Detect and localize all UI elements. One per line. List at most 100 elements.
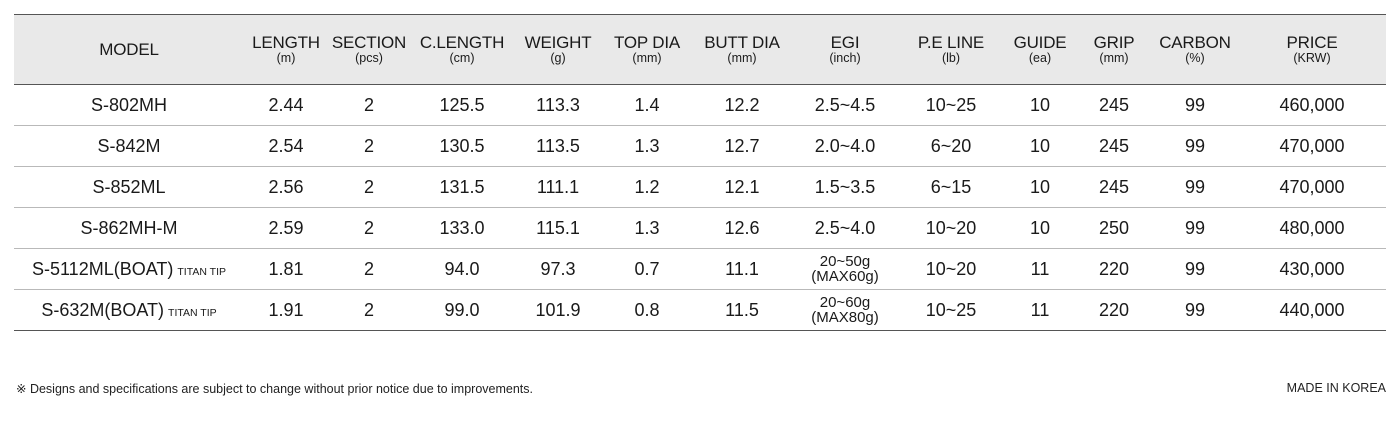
cell-buttdia: 11.5 [692, 289, 792, 331]
cell-grip: 220 [1076, 248, 1152, 290]
column-header-grip: GRIP (mm) [1076, 14, 1152, 85]
cell-clength: 94.0 [410, 248, 514, 290]
column-unit: (cm) [449, 51, 475, 66]
column-unit: (inch) [829, 51, 861, 66]
cell-weight: 115.1 [514, 207, 602, 249]
table-row: S-862MH-M 2.59 2 133.0 115.1 1.3 12.6 2.5~4.0 10… [14, 207, 1386, 249]
egi-value: 20~50g [819, 253, 871, 270]
column-label: P.E LINE [917, 33, 985, 53]
column-label: WEIGHT [524, 33, 592, 53]
model-name: S-802MH [90, 95, 168, 115]
column-label: C.LENGTH [419, 33, 505, 53]
column-header-egi: EGI (inch) [792, 14, 898, 85]
cell-grip: 245 [1076, 84, 1152, 126]
cell-carbon: 99 [1152, 207, 1238, 249]
cell-egi: 1.5~3.5 [792, 166, 898, 208]
cell-guide: 10 [1004, 84, 1076, 126]
column-header-length: LENGTH (m) [244, 14, 328, 85]
cell-section: 2 [328, 166, 410, 208]
cell-section: 2 [328, 248, 410, 290]
cell-length: 2.54 [244, 125, 328, 167]
model-name: S-842M [97, 136, 161, 156]
cell-model: S-802MH [14, 84, 244, 126]
column-header-clength: C.LENGTH (cm) [410, 14, 514, 85]
cell-length: 2.56 [244, 166, 328, 208]
table-row: S-802MH 2.44 2 125.5 113.3 1.4 12.2 2.5~4.5 10~2… [14, 84, 1386, 126]
column-unit: (mm) [632, 51, 662, 66]
cell-guide: 10 [1004, 125, 1076, 167]
cell-topdia: 0.7 [602, 248, 692, 290]
cell-grip: 245 [1076, 166, 1152, 208]
cell-carbon: 99 [1152, 289, 1238, 331]
table-row: S-852ML 2.56 2 131.5 111.1 1.2 12.1 1.5~3.5 6~15… [14, 166, 1386, 208]
column-label: SECTION [331, 33, 407, 53]
table-body: S-802MH 2.44 2 125.5 113.3 1.4 12.2 2.5~4.5 10~2… [14, 84, 1386, 331]
column-unit: (%) [1185, 51, 1205, 66]
cell-length: 1.81 [244, 248, 328, 290]
cell-buttdia: 12.2 [692, 84, 792, 126]
column-unit: (KRW) [1293, 51, 1331, 66]
cell-guide: 10 [1004, 207, 1076, 249]
cell-peline: 10~20 [898, 248, 1004, 290]
cell-price: 470,000 [1238, 166, 1386, 208]
model-name: S-632M(BOAT) [41, 300, 165, 320]
cell-weight: 113.5 [514, 125, 602, 167]
cell-model: S-862MH-M [14, 207, 244, 249]
cell-grip: 220 [1076, 289, 1152, 331]
cell-weight: 101.9 [514, 289, 602, 331]
model-tag: TITAN TIP [168, 307, 217, 319]
model-tag: TITAN TIP [177, 266, 226, 278]
cell-egi: 2.5~4.0 [792, 207, 898, 249]
cell-weight: 113.3 [514, 84, 602, 126]
column-label: GUIDE [1013, 33, 1067, 53]
column-unit: (g) [550, 51, 566, 66]
column-label: BUTT DIA [704, 33, 780, 53]
cell-model: S-632M(BOAT) TITAN TIP [14, 289, 244, 331]
cell-topdia: 1.4 [602, 84, 692, 126]
column-unit: (lb) [941, 51, 961, 66]
spec-table: MODEL LENGTH (m) SECTION (pcs) C.LENGTH (cm) WE… [14, 14, 1386, 331]
cell-price: 470,000 [1238, 125, 1386, 167]
column-label: TOP DIA [614, 33, 680, 53]
cell-section: 2 [328, 84, 410, 126]
table-row: S-5112ML(BOAT) TITAN TIP 1.81 2 94.0 97.3 0.7 1… [14, 248, 1386, 290]
cell-clength: 133.0 [410, 207, 514, 249]
cell-price: 480,000 [1238, 207, 1386, 249]
cell-egi: 2.0~4.0 [792, 125, 898, 167]
cell-price: 460,000 [1238, 84, 1386, 126]
column-unit: (ea) [1028, 51, 1052, 66]
column-header-model: MODEL [14, 14, 244, 85]
cell-length: 2.44 [244, 84, 328, 126]
table-row: S-632M(BOAT) TITAN TIP 1.91 2 99.0 101.9 0.8 11… [14, 289, 1386, 331]
cell-section: 2 [328, 207, 410, 249]
cell-guide: 10 [1004, 166, 1076, 208]
cell-section: 2 [328, 125, 410, 167]
cell-carbon: 99 [1152, 84, 1238, 126]
cell-grip: 250 [1076, 207, 1152, 249]
cell-clength: 125.5 [410, 84, 514, 126]
column-label: EGI [830, 33, 860, 53]
table-header: MODEL LENGTH (m) SECTION (pcs) C.LENGTH (cm) WE… [14, 14, 1386, 85]
column-header-buttdia: BUTT DIA (mm) [692, 14, 792, 85]
column-unit: (mm) [1099, 51, 1129, 66]
cell-peline: 6~15 [898, 166, 1004, 208]
column-header-weight: WEIGHT (g) [514, 14, 602, 85]
column-label: CARBON [1159, 33, 1231, 53]
column-label: LENGTH [252, 33, 320, 53]
cell-egi: 2.5~4.5 [792, 84, 898, 126]
cell-price: 430,000 [1238, 248, 1386, 290]
column-unit: (mm) [727, 51, 757, 66]
cell-egi: 20~50g (MAX60g) [792, 248, 898, 290]
table-row: S-842M 2.54 2 130.5 113.5 1.3 12.7 2.0~4.0 6~20 1… [14, 125, 1386, 167]
model-name: S-5112ML(BOAT) [32, 259, 174, 279]
cell-egi: 20~60g (MAX80g) [792, 289, 898, 331]
column-label: PRICE [1286, 33, 1338, 53]
column-header-section: SECTION (pcs) [328, 14, 410, 85]
cell-peline: 6~20 [898, 125, 1004, 167]
column-header-topdia: TOP DIA (mm) [602, 14, 692, 85]
cell-buttdia: 12.6 [692, 207, 792, 249]
cell-clength: 131.5 [410, 166, 514, 208]
cell-peline: 10~25 [898, 84, 1004, 126]
cell-length: 1.91 [244, 289, 328, 331]
cell-buttdia: 12.1 [692, 166, 792, 208]
